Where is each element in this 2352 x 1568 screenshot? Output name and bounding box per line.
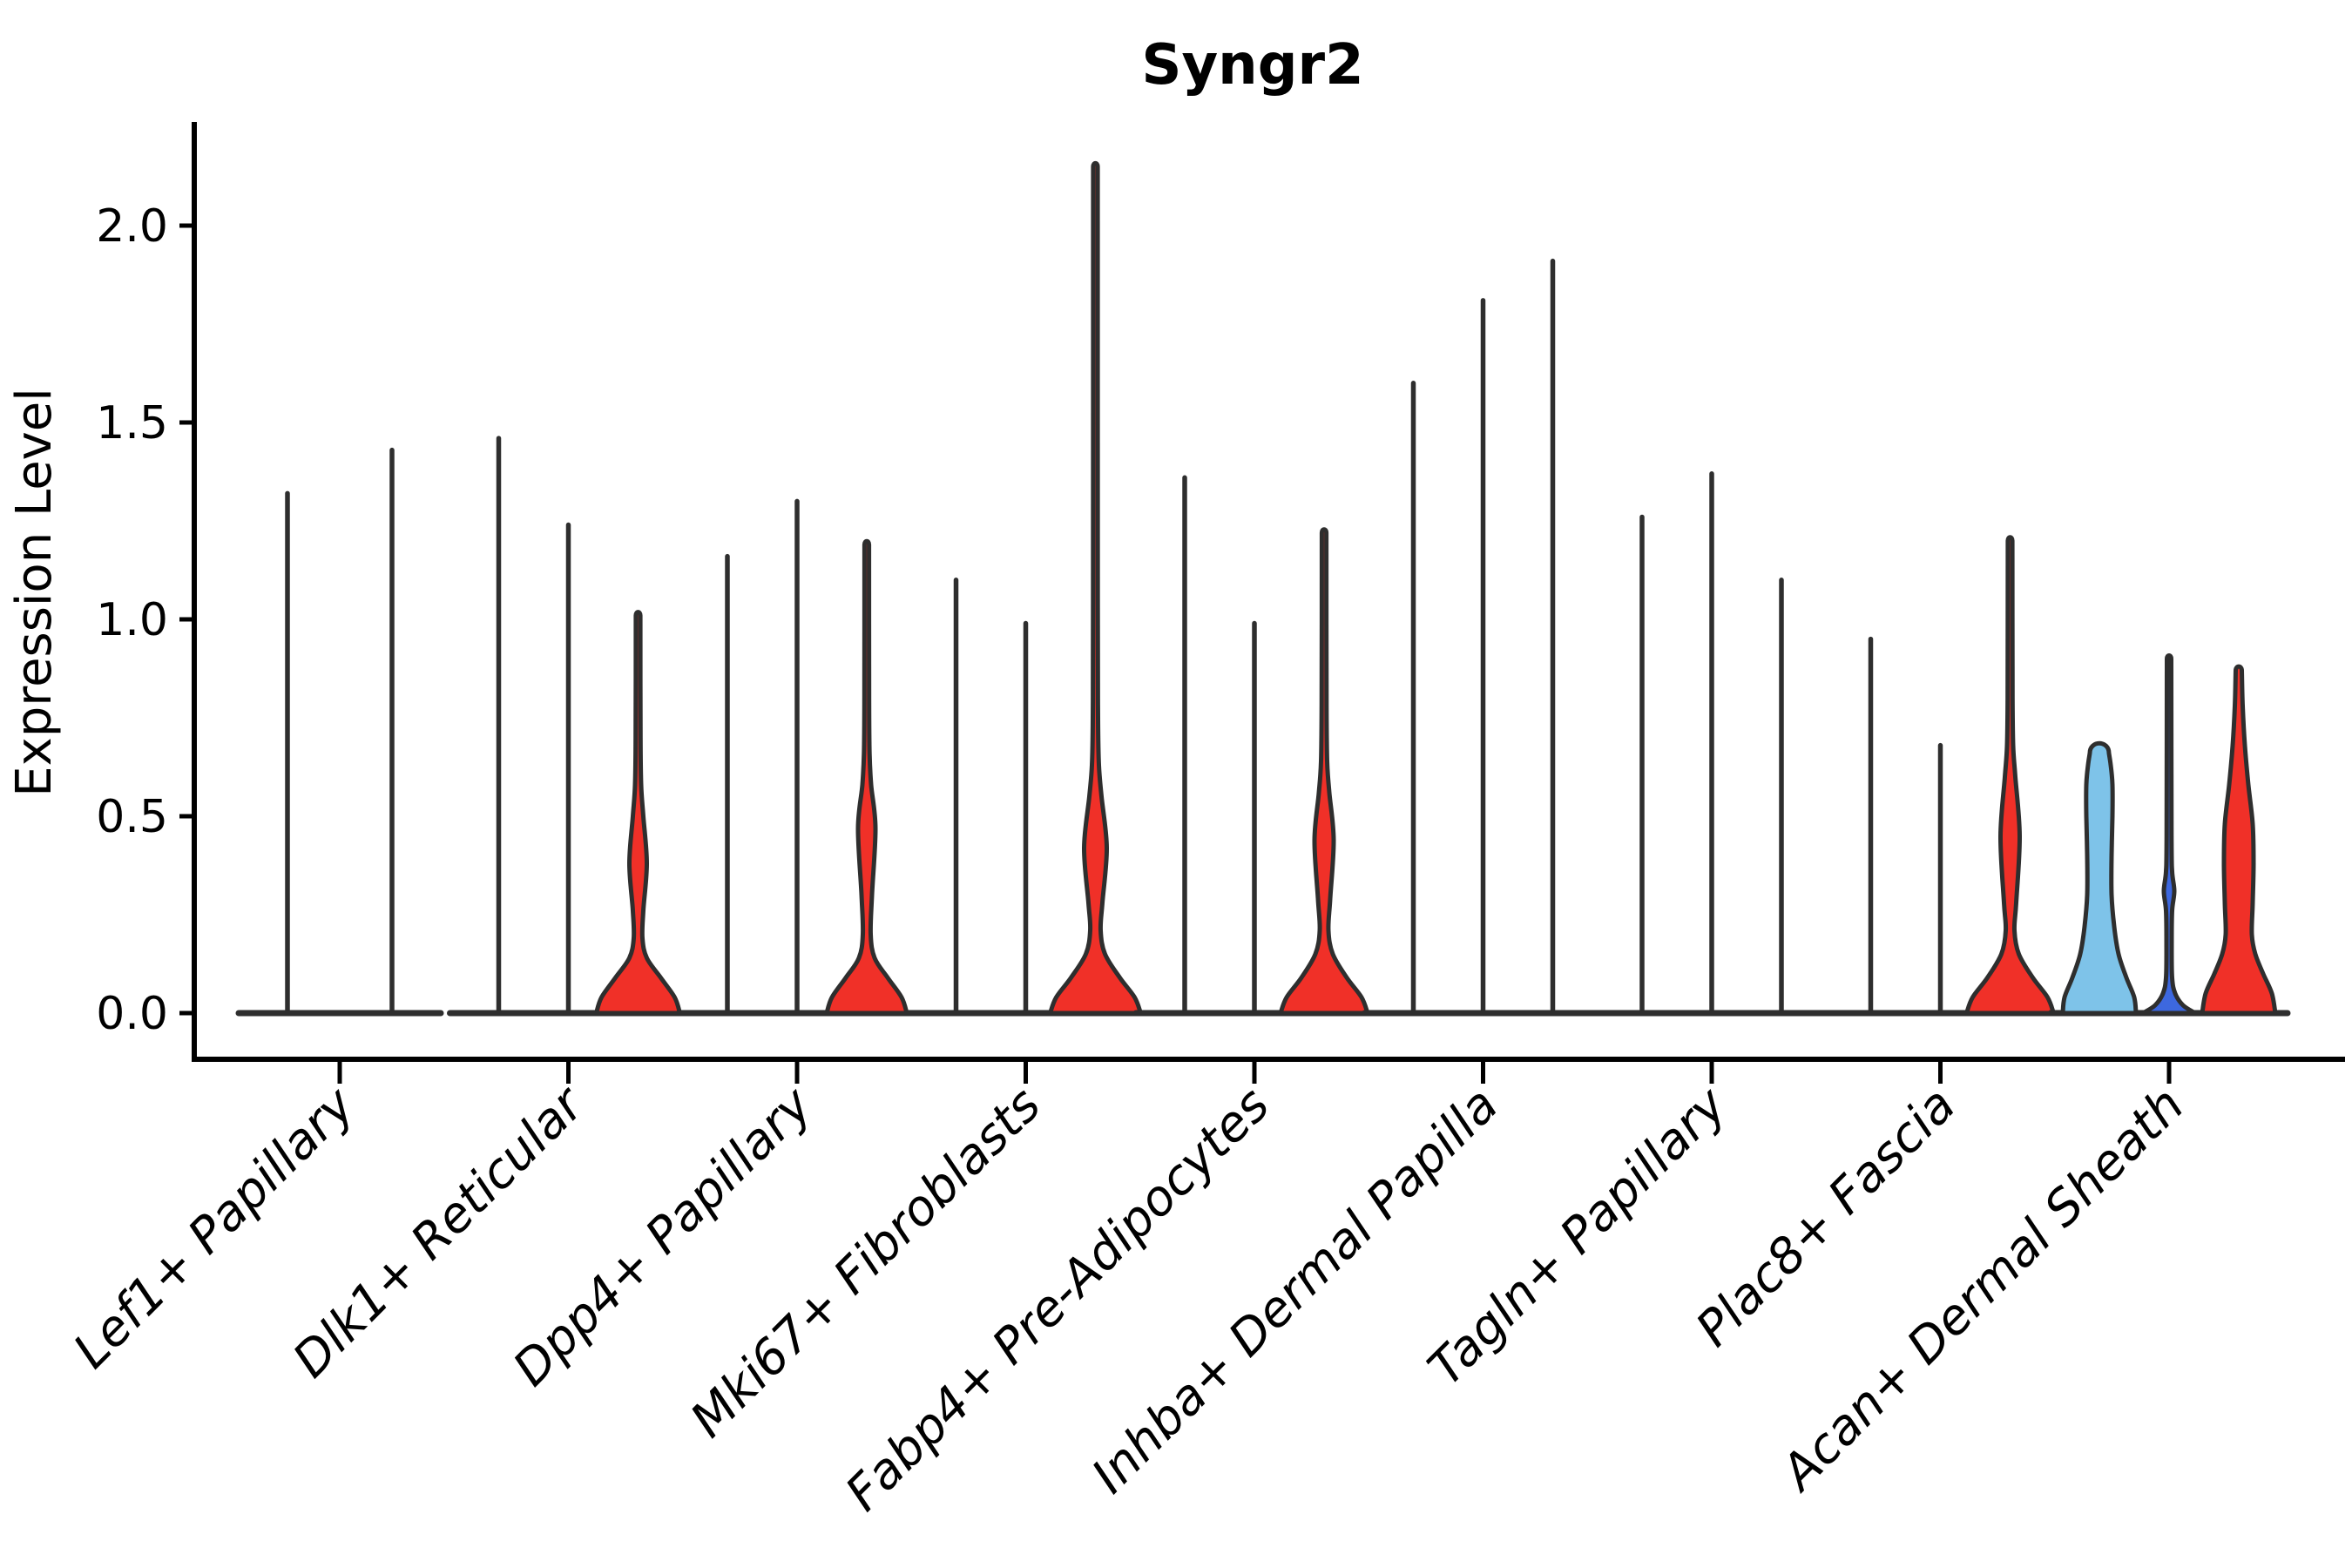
violin-red xyxy=(1964,535,2056,1016)
x-tick-label: Inhba+ Dermal Papilla xyxy=(1081,1077,1509,1504)
y-tick-label: 1.5 xyxy=(96,397,168,449)
violin-red xyxy=(824,538,909,1016)
y-tick-label: 2.0 xyxy=(96,200,168,253)
y-tick-label: 0.0 xyxy=(96,988,168,1040)
violin-light_blue xyxy=(2060,740,2139,1016)
plot-title: Syngr2 xyxy=(1141,33,1363,98)
y-axis-title: Expression Level xyxy=(6,388,63,797)
violin-red xyxy=(594,610,682,1016)
x-tick-label: Acan+ Dermal Sheath xyxy=(1769,1077,2195,1503)
y-tick-label: 1.0 xyxy=(96,594,168,646)
violin-dark_blue xyxy=(2140,653,2198,1016)
violin-red xyxy=(1048,160,1143,1016)
violin-red xyxy=(1278,527,1370,1016)
x-tick-label: Fabp4+ Pre-Adipocytes xyxy=(835,1077,1281,1522)
y-tick-label: 0.5 xyxy=(96,791,168,843)
violin-red xyxy=(2200,664,2278,1016)
